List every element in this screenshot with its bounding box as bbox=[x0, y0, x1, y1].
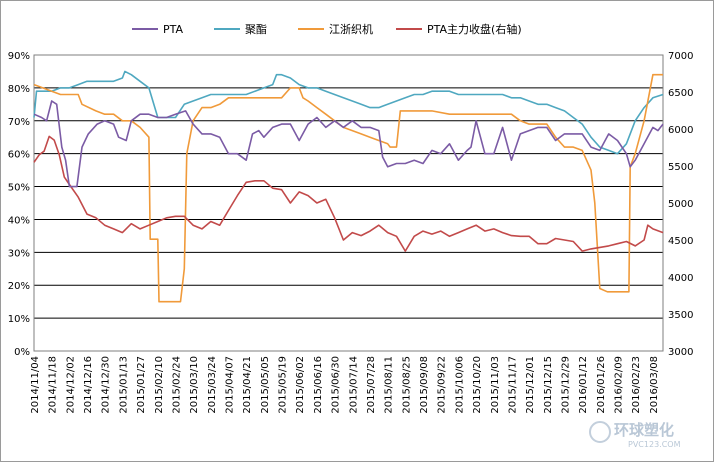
x-tick-label: 2015/01/13 bbox=[118, 356, 129, 414]
legend-label: PTA主力收盘(右轴) bbox=[427, 22, 522, 36]
x-tick-label: 2014/12/16 bbox=[83, 356, 94, 414]
x-tick-label: 2015/12/01 bbox=[525, 356, 536, 414]
right-tick-label: 5000 bbox=[668, 199, 693, 210]
right-tick-label: 7000 bbox=[668, 51, 693, 62]
legend-label: 聚酯 bbox=[245, 23, 267, 36]
right-tick-label: 4500 bbox=[668, 236, 693, 247]
x-tick-label: 2016/02/23 bbox=[631, 356, 642, 414]
x-tick-label: 2015/06/16 bbox=[313, 356, 324, 414]
right-tick-label: 5500 bbox=[668, 162, 693, 173]
x-tick-label: 2015/09/08 bbox=[419, 356, 430, 414]
x-tick-label: 2015/10/20 bbox=[472, 356, 483, 414]
x-tick-label: 2016/02/09 bbox=[614, 356, 625, 414]
x-tick-label: 2016/01/26 bbox=[596, 356, 607, 414]
x-tick-label: 2015/03/24 bbox=[207, 356, 218, 414]
left-tick-label: 40% bbox=[8, 215, 30, 226]
left-tick-label: 60% bbox=[8, 150, 30, 161]
watermark-url: PVC123.COM bbox=[628, 440, 681, 449]
x-axis-tick-labels: 2014/11/04 2014/11/18 2014/12/02 2014/12/16… bbox=[30, 356, 660, 414]
left-axis-tick-labels: 0% 10% 20% 30% 40% 50% 60% 70% 80% 90% bbox=[8, 51, 30, 358]
x-tick-label: 2015/07/28 bbox=[366, 356, 377, 414]
watermark: 环球塑化 PVC123.COM bbox=[589, 421, 681, 449]
x-tick-label: 2015/12/15 bbox=[543, 356, 554, 414]
x-tick-label: 2014/11/18 bbox=[48, 356, 59, 414]
left-tick-label: 50% bbox=[8, 183, 30, 194]
left-tick-label: 30% bbox=[8, 248, 30, 259]
series-line-2 bbox=[33, 73, 663, 303]
left-tick-label: 70% bbox=[8, 117, 30, 128]
right-tick-label: 3500 bbox=[668, 310, 693, 321]
x-tick-label: 2015/04/21 bbox=[242, 356, 253, 414]
x-tick-label: 2016/01/12 bbox=[578, 356, 589, 414]
legend-label: 江浙织机 bbox=[329, 22, 373, 36]
x-tick-label: 2015/06/30 bbox=[331, 356, 342, 414]
x-tick-label: 2016/03/08 bbox=[649, 356, 660, 414]
series-line-3 bbox=[33, 135, 664, 252]
left-tick-label: 90% bbox=[8, 51, 30, 62]
right-tick-label: 6500 bbox=[668, 88, 693, 99]
series-line-0 bbox=[33, 100, 664, 188]
legend-label: PTA bbox=[163, 23, 183, 36]
series-line-1 bbox=[33, 70, 664, 155]
x-tick-label: 2015/12/29 bbox=[560, 356, 571, 414]
right-axis-tick-labels: 3000 3500 4000 4500 5000 5500 6000 6500 7000 bbox=[668, 51, 693, 358]
watermark-logo-icon bbox=[589, 421, 611, 443]
x-tick-label: 2015/05/19 bbox=[278, 356, 289, 414]
legend: PTA 聚酯 江浙织机 PTA主力收盘(右轴) bbox=[132, 22, 522, 36]
x-tick-label: 2015/10/06 bbox=[454, 356, 465, 414]
x-tick-label: 2014/12/30 bbox=[101, 356, 112, 414]
watermark-brand: 环球塑化 bbox=[614, 421, 674, 439]
plot-area-border bbox=[33, 54, 664, 352]
x-tick-label: 2015/09/22 bbox=[437, 356, 448, 414]
x-tick-label: 2015/06/02 bbox=[295, 356, 306, 414]
x-tick-label: 2015/08/25 bbox=[401, 356, 412, 414]
x-tick-label: 2015/03/10 bbox=[189, 356, 200, 414]
right-tick-label: 6000 bbox=[668, 125, 693, 136]
right-tick-label: 4000 bbox=[668, 273, 693, 284]
x-tick-label: 2015/04/07 bbox=[225, 356, 236, 414]
x-tick-label: 2015/11/03 bbox=[490, 356, 501, 414]
x-tick-label: 2015/08/11 bbox=[384, 356, 395, 414]
left-tick-label: 20% bbox=[8, 281, 30, 292]
series-lines bbox=[33, 70, 664, 303]
x-tick-label: 2014/11/04 bbox=[30, 356, 41, 414]
left-tick-label: 80% bbox=[8, 84, 30, 95]
x-tick-label: 2015/02/24 bbox=[171, 356, 182, 414]
left-tick-label: 0% bbox=[14, 347, 30, 358]
x-tick-label: 2015/02/10 bbox=[154, 356, 165, 414]
gridlines bbox=[34, 87, 663, 319]
x-tick-label: 2014/12/02 bbox=[65, 356, 76, 414]
x-tick-label: 2015/01/27 bbox=[136, 356, 147, 414]
x-tick-label: 2015/05/05 bbox=[260, 356, 271, 414]
x-tick-label: 2015/07/14 bbox=[348, 356, 359, 414]
right-tick-label: 3000 bbox=[668, 347, 693, 358]
x-tick-label: 2015/11/17 bbox=[507, 356, 518, 414]
left-tick-label: 10% bbox=[8, 314, 30, 325]
